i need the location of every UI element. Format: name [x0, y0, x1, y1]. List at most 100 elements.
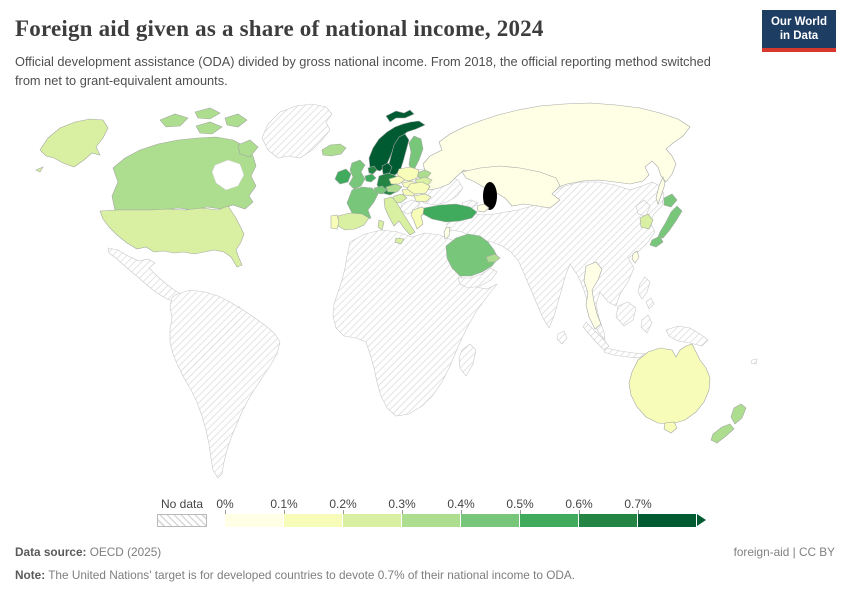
legend-tick-label-6: 0.6%	[565, 497, 593, 511]
region-pacific-islands[interactable]	[750, 358, 758, 365]
country-czechia[interactable]	[388, 175, 406, 185]
legend-bucket-5[interactable]	[520, 514, 579, 527]
country-russia[interactable]	[421, 102, 691, 191]
world-map	[0, 100, 850, 495]
chart-note: Note: The United Nations' target is for …	[15, 568, 835, 582]
legend-bucket-6[interactable]	[579, 514, 638, 527]
country-italy[interactable]	[383, 196, 416, 236]
country-france[interactable]	[346, 186, 379, 221]
country-japan-hokkaido[interactable]	[663, 193, 678, 208]
country-romania[interactable]	[406, 181, 431, 195]
legend-color-bar	[225, 514, 706, 527]
region-yemen-oman[interactable]	[457, 267, 498, 289]
country-uae[interactable]	[485, 253, 501, 263]
legend-tick-mark-6	[579, 510, 580, 514]
country-iceland[interactable]	[321, 143, 347, 157]
country-usa[interactable]	[99, 205, 245, 268]
legend-bucket-3[interactable]	[402, 514, 461, 527]
country-australia[interactable]	[628, 343, 711, 425]
legend-bucket-2[interactable]	[343, 514, 402, 527]
country-canada-arctic4[interactable]	[195, 121, 223, 135]
country-poland[interactable]	[396, 166, 420, 182]
country-canada-arctic3[interactable]	[224, 113, 248, 128]
country-norway-svalbard[interactable]	[385, 109, 415, 123]
country-uk[interactable]	[348, 159, 366, 190]
legend-bucket-1[interactable]	[284, 514, 343, 527]
region-philippines[interactable]	[637, 276, 651, 300]
region-south-america[interactable]	[169, 289, 281, 479]
hudson-bay	[211, 159, 245, 191]
legend-bucket-7[interactable]	[638, 514, 697, 527]
country-russia-sakhalin[interactable]	[655, 176, 666, 205]
country-australia-tasmania[interactable]	[663, 421, 678, 434]
legend-tick-mark-3	[402, 510, 403, 514]
legend-no-data-label: No data	[160, 497, 204, 511]
country-portugal[interactable]	[330, 214, 340, 230]
region-greenland[interactable]	[261, 103, 333, 159]
legend-tick-mark-1	[284, 510, 285, 514]
country-canada-baffin[interactable]	[237, 139, 259, 158]
country-italy-sardinia[interactable]	[377, 219, 385, 231]
owid-logo[interactable]: Our World in Data	[762, 10, 836, 52]
legend-tick-mark-0	[225, 510, 226, 514]
legend-tick-mark-2	[343, 510, 344, 514]
country-denmark[interactable]	[381, 162, 393, 175]
country-norway[interactable]	[368, 120, 426, 172]
region-new-guinea[interactable]	[665, 325, 709, 347]
region-sumatra[interactable]	[582, 321, 610, 351]
region-asia-mainland[interactable]	[445, 181, 665, 341]
region-borneo[interactable]	[615, 301, 637, 327]
country-japan-honshu[interactable]	[657, 205, 683, 239]
legend-bucket-0[interactable]	[225, 514, 284, 527]
country-finland[interactable]	[408, 135, 424, 169]
data-source: Data source: OECD (2025)	[15, 545, 161, 559]
country-belgium[interactable]	[364, 173, 377, 183]
chart-footer: Data source: OECD (2025) foreign-aid | C…	[15, 545, 835, 582]
data-source-value: OECD (2025)	[86, 545, 162, 559]
region-sulawesi[interactable]	[640, 314, 653, 334]
legend-tick-label-2: 0.2%	[329, 497, 357, 511]
legend-tick-label-0: 0%	[216, 497, 234, 511]
country-turkey[interactable]	[422, 203, 478, 223]
region-philippines-south[interactable]	[645, 297, 655, 310]
country-nz-south[interactable]	[710, 423, 735, 444]
country-taiwan[interactable]	[631, 250, 640, 264]
legend-tick-label-3: 0.3%	[388, 497, 416, 511]
chart-subtitle: Official development assistance (ODA) di…	[15, 54, 711, 89]
license-link[interactable]: foreign-aid | CC BY	[733, 545, 835, 559]
country-canada-arctic1[interactable]	[159, 113, 189, 128]
country-azerbaijan[interactable]	[476, 203, 490, 213]
region-java[interactable]	[603, 347, 647, 359]
country-sweden[interactable]	[387, 133, 410, 176]
legend-no-data-swatch[interactable]	[157, 514, 207, 527]
country-bulgaria[interactable]	[413, 193, 432, 203]
country-japan-kyushu[interactable]	[649, 235, 664, 248]
country-italy-sicily[interactable]	[394, 237, 405, 245]
country-ireland[interactable]	[334, 168, 352, 185]
country-nz-north[interactable]	[730, 403, 747, 425]
country-usa-aleutians[interactable]	[35, 166, 44, 173]
region-madagascar[interactable]	[458, 343, 477, 377]
legend-tick-label-7: 0.7%	[624, 497, 652, 511]
choropleth-svg	[35, 102, 758, 479]
country-israel[interactable]	[443, 226, 451, 240]
country-south-korea[interactable]	[639, 213, 654, 230]
country-thailand[interactable]	[583, 261, 603, 330]
legend-tick-mark-7	[638, 510, 639, 514]
legend-arrow	[697, 514, 706, 526]
legend-tick-mark-4	[461, 510, 462, 514]
country-netherlands[interactable]	[367, 165, 378, 175]
country-estonia[interactable]	[416, 169, 432, 179]
region-north-korea[interactable]	[635, 199, 651, 217]
country-spain[interactable]	[337, 212, 370, 231]
legend-bucket-4[interactable]	[461, 514, 520, 527]
owid-logo-line2: in Data	[779, 30, 819, 42]
country-usa-alaska[interactable]	[39, 118, 109, 168]
country-austria[interactable]	[385, 183, 403, 193]
country-canada[interactable]	[111, 136, 257, 211]
region-africa[interactable]	[332, 229, 498, 417]
country-canada-arctic2[interactable]	[194, 107, 221, 120]
region-sri-lanka[interactable]	[556, 330, 568, 345]
note-label: Note:	[15, 568, 46, 582]
